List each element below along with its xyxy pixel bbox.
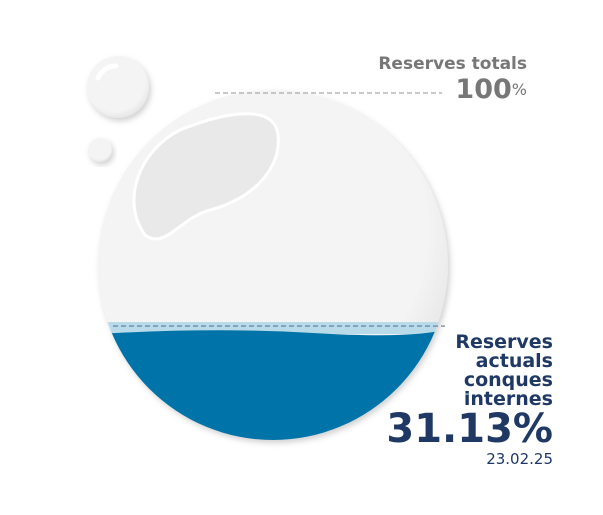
total-value: 100%	[455, 74, 527, 105]
current-value: 31.13%	[386, 406, 553, 452]
current-date: 23.02.25	[486, 450, 553, 468]
bubble-highlight	[95, 63, 119, 81]
water	[98, 329, 448, 440]
water-group	[98, 322, 448, 440]
total-unit: %	[512, 80, 527, 99]
total-number: 100	[455, 74, 511, 105]
highlight	[132, 112, 280, 241]
total-label: Reserves totals	[378, 54, 527, 74]
bubble	[88, 138, 112, 162]
current-label: Reserves actuals conques internes	[455, 331, 553, 410]
